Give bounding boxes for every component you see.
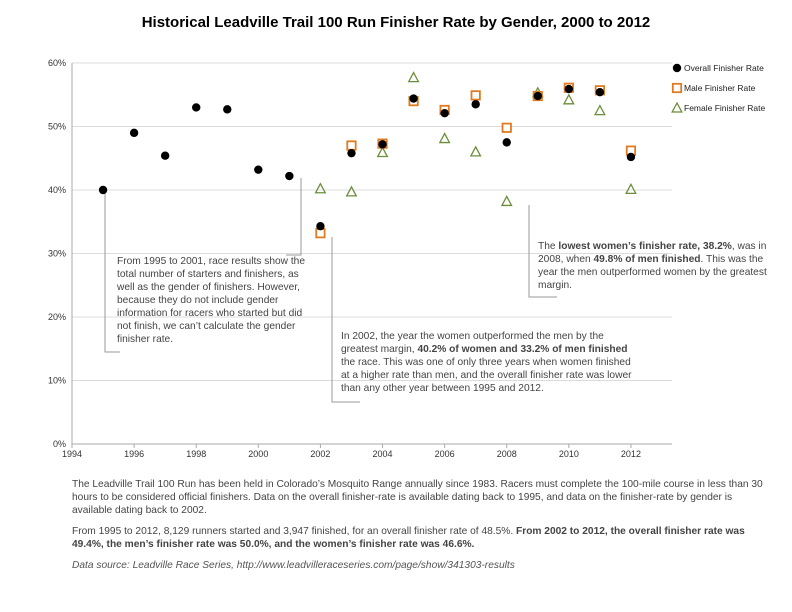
footer-notes: The Leadville Trail 100 Run has been hel… xyxy=(72,478,772,580)
y-tick-label: 0% xyxy=(53,439,66,449)
point-circle-2012 xyxy=(626,152,636,162)
y-tick-label: 60% xyxy=(48,58,66,68)
annotation-2008-highlight-women: lowest women’s finisher rate, 38.2% xyxy=(558,241,732,252)
point-triangle-2008 xyxy=(500,195,513,207)
x-tick-label: 2002 xyxy=(310,449,330,459)
point-circle-2003 xyxy=(347,148,356,158)
annotation-2002-text-a: In 2002, the year the women outperformed… xyxy=(341,331,604,355)
annotation-2002-highlight: 40.2% of women and 33.2% of men finished xyxy=(417,344,628,355)
footer-paragraph-totals: From 1995 to 2012, 8,129 runners started… xyxy=(72,525,772,551)
point-circle-2002 xyxy=(316,221,325,231)
legend-marker-square xyxy=(671,82,683,94)
point-circle-1998 xyxy=(192,103,201,112)
point-square-2007 xyxy=(470,90,481,101)
footer-totals-highlight: From 2002 to 2012, the overall finisher … xyxy=(72,526,745,550)
x-tick-label: 1994 xyxy=(62,449,82,459)
y-tick-label: 40% xyxy=(48,185,66,195)
legend-marker-triangle xyxy=(671,101,683,113)
point-triangle-2002 xyxy=(314,182,327,194)
leader-line-2002 xyxy=(331,237,360,403)
annotation-2008-text-c: , was in 2008, when xyxy=(538,241,767,265)
point-circle-2000 xyxy=(254,165,263,174)
footer-paragraph-background: The Leadville Trail 100 Run has been hel… xyxy=(72,479,763,516)
x-tick-label: 2004 xyxy=(373,449,393,459)
point-circle-2001 xyxy=(285,171,294,181)
y-tick-label: 20% xyxy=(48,312,66,322)
leader-line-2008 xyxy=(528,205,557,298)
x-tick-label: 2006 xyxy=(435,449,455,459)
annotation-2002-text-c: the race. This was one of only three yea… xyxy=(341,357,632,394)
footer-totals-text: From 1995 to 2012, 8,129 runners started… xyxy=(72,526,516,537)
point-circle-1995 xyxy=(98,185,108,195)
legend-label: Female Finisher Rate xyxy=(684,103,766,113)
point-triangle-2012 xyxy=(625,182,637,195)
y-tick-label: 10% xyxy=(48,376,66,386)
x-tick-label: 1996 xyxy=(124,449,144,459)
annotation-2008-text-e: . This was the year the men outperformed… xyxy=(538,254,767,291)
footer-data-source: Data source: Leadville Race Series, http… xyxy=(72,560,515,571)
point-triangle-2011 xyxy=(594,104,606,116)
point-triangle-2004 xyxy=(376,146,389,158)
point-circle-2004 xyxy=(378,140,387,149)
point-circle-1999 xyxy=(223,105,232,114)
point-circle-2007 xyxy=(471,100,480,109)
annotation-early-years: From 1995 to 2001, race results show the… xyxy=(117,256,306,345)
point-triangle-2006 xyxy=(438,132,451,144)
y-tick-label: 50% xyxy=(48,122,66,132)
chart-title: Historical Leadville Trail 100 Run Finis… xyxy=(141,14,651,31)
point-circle-2011 xyxy=(595,88,605,97)
point-circle-2010 xyxy=(564,84,574,94)
x-tick-label: 1998 xyxy=(186,449,206,459)
legend-marker-circle xyxy=(672,63,682,73)
point-square-2008 xyxy=(501,122,512,133)
annotation-2008: The lowest women’s finisher rate, 38.2%,… xyxy=(538,240,778,292)
annotation-2002: In 2002, the year the women outperformed… xyxy=(341,330,637,395)
annotation-2008-text-a: The xyxy=(538,241,559,252)
x-tick-label: 2010 xyxy=(559,449,579,459)
leader-line-2001 xyxy=(286,178,302,256)
point-circle-2009 xyxy=(533,91,542,101)
point-circle-2008 xyxy=(502,138,511,147)
point-square-2003 xyxy=(346,140,357,151)
point-triangle-2007 xyxy=(469,145,482,157)
point-triangle-2003 xyxy=(345,185,358,197)
y-tick-label: 30% xyxy=(48,249,66,259)
point-circle-2005 xyxy=(409,94,418,103)
point-triangle-2010 xyxy=(562,93,575,105)
annotation-2008-highlight-men: 49.8% of men finished xyxy=(593,254,701,265)
x-tick-label: 2008 xyxy=(497,449,517,459)
x-tick-label: 2000 xyxy=(248,449,268,459)
leader-line-1995 xyxy=(104,191,120,353)
legend-label: Male Finisher Rate xyxy=(684,83,756,93)
point-triangle-2005 xyxy=(407,71,420,83)
point-circle-1996 xyxy=(129,128,139,138)
point-circle-2006 xyxy=(440,108,449,118)
x-tick-label: 2012 xyxy=(621,449,641,459)
point-circle-1997 xyxy=(160,151,170,160)
legend-label: Overall Finisher Rate xyxy=(684,63,764,73)
